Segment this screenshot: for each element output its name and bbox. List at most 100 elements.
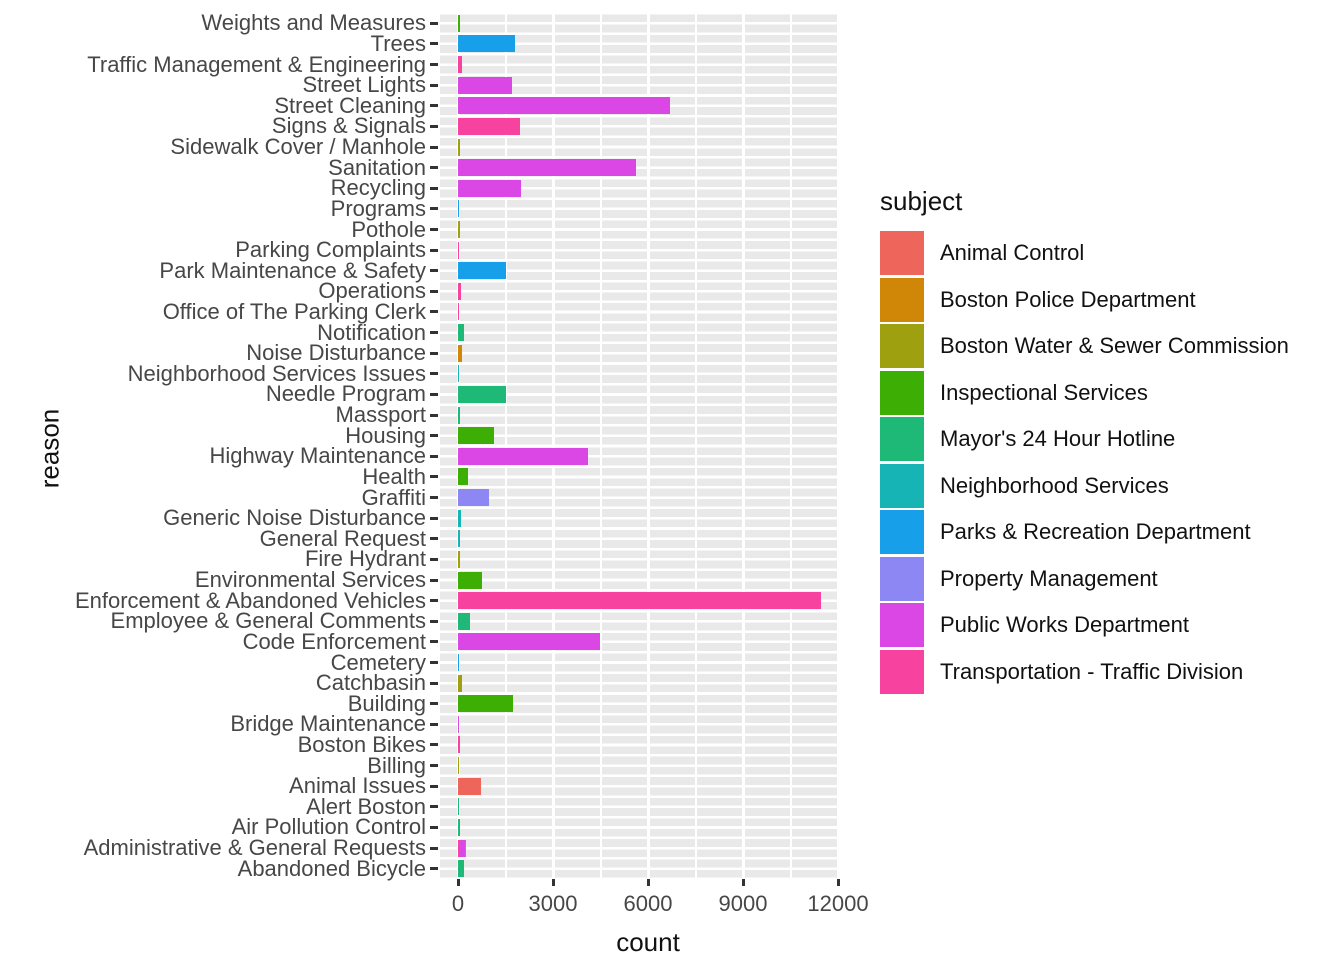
bar-segment [458, 200, 459, 218]
y-axis-label: Employee & General Comments [110, 608, 426, 634]
bar-segment [458, 612, 470, 630]
y-axis-label: Catchbasin [315, 670, 426, 696]
y-axis-label: Highway Maintenance [209, 443, 426, 469]
bar-segment [458, 159, 636, 177]
bar-segment [458, 757, 459, 775]
y-axis-tick [430, 186, 438, 190]
y-axis-label: Massport [335, 402, 426, 428]
y-axis-label: Billing [367, 752, 426, 778]
y-axis-label: Programs [330, 195, 426, 221]
y-axis-label: Building [347, 690, 426, 716]
legend-item: Inspectional Services [880, 370, 1289, 415]
y-axis-label: Bridge Maintenance [230, 711, 426, 737]
y-axis-tick [430, 104, 438, 108]
gridline-major [551, 13, 555, 879]
y-axis-label: Needle Program [265, 381, 426, 407]
y-axis-tick [430, 496, 438, 500]
legend-swatch [880, 277, 924, 322]
y-axis-tick [430, 846, 438, 850]
y-axis-label: Operations [318, 278, 426, 304]
legend-label: Property Management [940, 565, 1158, 591]
bar-segment [458, 241, 459, 259]
legend-item: Transportation - Traffic Division [880, 649, 1289, 694]
y-axis-label: Office of The Parking Clerk [162, 298, 426, 324]
legend-swatch [880, 370, 924, 415]
gridline-major [646, 13, 650, 879]
y-axis-label: Parking Complaints [235, 237, 426, 263]
bar-segment [458, 860, 465, 878]
x-axis-tick [646, 879, 650, 886]
y-axis-tick [430, 681, 438, 685]
legend-label: Neighborhood Services [940, 472, 1169, 498]
bar-segment [458, 530, 460, 548]
y-axis-label: Abandoned Bicycle [237, 855, 426, 881]
y-axis-label: Weights and Measures [201, 10, 426, 36]
legend-label: Transportation - Traffic Division [940, 658, 1244, 684]
y-axis-label: Graffiti [361, 484, 426, 510]
y-axis-tick [430, 63, 438, 67]
y-axis-tick [430, 331, 438, 335]
bar-segment [458, 736, 459, 754]
y-axis-tick [430, 722, 438, 726]
y-axis-tick [430, 475, 438, 479]
legend-label: Mayor's 24 Hour Hotline [940, 426, 1176, 451]
bar-segment [459, 839, 465, 857]
y-axis-tick [430, 392, 438, 396]
y-axis-tick [430, 145, 438, 149]
bar-segment [458, 76, 512, 94]
gridline-major [741, 13, 745, 879]
y-axis-label: Noise Disturbance [246, 340, 426, 366]
bar-segment [458, 715, 459, 733]
y-axis-tick [430, 764, 438, 768]
legend-swatch [880, 417, 924, 461]
y-axis-label: Fire Hydrant [304, 546, 426, 572]
y-axis-label: Alert Boston [306, 793, 426, 819]
y-axis-tick [430, 784, 438, 788]
gridline-minor [504, 13, 507, 879]
legend-swatch [880, 324, 924, 368]
bar-segment [464, 839, 467, 857]
gridline-minor [789, 13, 792, 879]
bar-segment [458, 221, 460, 238]
legend-item: Neighborhood Services [880, 463, 1289, 508]
y-axis-tick [430, 825, 438, 829]
legend-label: Parks & Recreation Department [940, 519, 1251, 544]
bar-segment [458, 695, 514, 713]
x-axis-tick-label: 12000 [807, 891, 869, 916]
y-axis-tick [430, 867, 438, 871]
legend-item: Public Works Department [880, 603, 1289, 647]
y-axis-label: Park Maintenance & Safety [159, 257, 426, 283]
bar-segment [458, 324, 464, 342]
y-axis-tick [430, 537, 438, 541]
bar-segment [458, 736, 460, 754]
y-axis-tick [430, 805, 438, 809]
legend-items: Animal Control Boston Police Department Bo… [880, 231, 1289, 694]
gridline-minor [599, 13, 602, 879]
bar-segment [458, 117, 521, 135]
bar-segment [458, 97, 671, 115]
bar-segment [458, 282, 462, 300]
bar-segment [458, 550, 460, 568]
legend-label: Boston Police Department [940, 286, 1196, 312]
y-axis-tick [430, 413, 438, 417]
legend-swatch [880, 510, 924, 554]
y-axis-label: Code Enforcement [242, 628, 426, 654]
y-axis-tick [430, 434, 438, 438]
x-axis-tick [551, 879, 555, 886]
bar-segment [458, 447, 588, 465]
y-axis-label: Recycling [330, 175, 426, 201]
y-axis-tick [430, 248, 438, 252]
bar-segment [458, 138, 461, 156]
y-axis-label: Notification [317, 319, 426, 345]
y-axis-label: Traffic Management & Engineering [87, 51, 426, 77]
bar-segment [458, 385, 507, 403]
y-axis-label: Enforcement & Abandoned Vehicles [74, 587, 426, 613]
y-axis-label: Cemetery [330, 649, 426, 675]
bar-segment [458, 344, 463, 362]
y-axis-tick [430, 21, 438, 25]
x-axis-tick [836, 879, 840, 886]
bar-segment [458, 406, 460, 424]
bar-segment [458, 839, 460, 857]
legend-swatch [880, 603, 924, 647]
